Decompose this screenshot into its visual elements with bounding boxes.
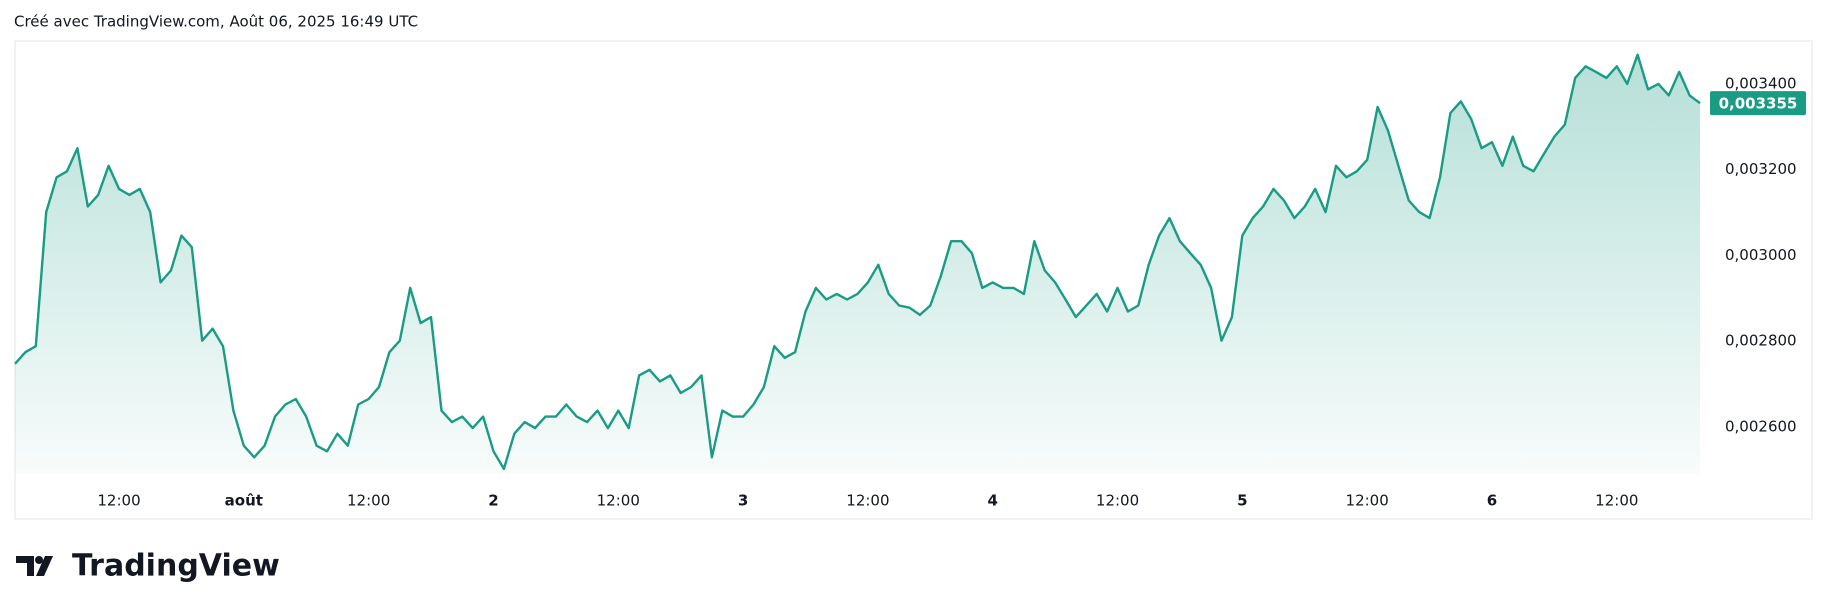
y-tick-label: 0,002800 bbox=[1725, 332, 1797, 350]
last-price-box bbox=[1710, 91, 1806, 116]
x-tick-label: août bbox=[225, 492, 263, 510]
x-tick-label: 12:00 bbox=[1595, 492, 1638, 510]
price-line bbox=[14, 53, 1701, 471]
x-tick-label: 3 bbox=[738, 492, 748, 510]
y-tick-label: 0,003400 bbox=[1725, 74, 1797, 92]
x-tick-label: 12:00 bbox=[1346, 492, 1389, 510]
x-tick-label: 12:00 bbox=[97, 492, 140, 510]
x-tick-label: 6 bbox=[1487, 492, 1497, 510]
logo-icon bbox=[16, 556, 53, 576]
y-tick-label: 0,003000 bbox=[1725, 246, 1797, 264]
x-tick-label: 2 bbox=[488, 492, 498, 510]
last-price-label: 0,003355 bbox=[1719, 95, 1798, 113]
y-tick-label: 0,003200 bbox=[1725, 160, 1797, 178]
logo-dot bbox=[35, 556, 43, 564]
x-tick-label: 12:00 bbox=[846, 492, 889, 510]
x-tick-label: 5 bbox=[1237, 492, 1247, 510]
chart-frame bbox=[14, 40, 1813, 520]
tradingview-logo: TradingView bbox=[16, 549, 280, 584]
x-tick-label: 4 bbox=[987, 492, 997, 510]
header-text: Créé avec TradingView.com, Août 06, 2025… bbox=[14, 13, 418, 31]
x-tick-label: 12:00 bbox=[1096, 492, 1139, 510]
area-fill bbox=[15, 54, 1700, 474]
y-tick-label: 0,002600 bbox=[1725, 417, 1797, 435]
x-tick-label: 12:00 bbox=[597, 492, 640, 510]
logo-text: TradingView bbox=[72, 549, 280, 584]
x-tick-label: 12:00 bbox=[347, 492, 390, 510]
